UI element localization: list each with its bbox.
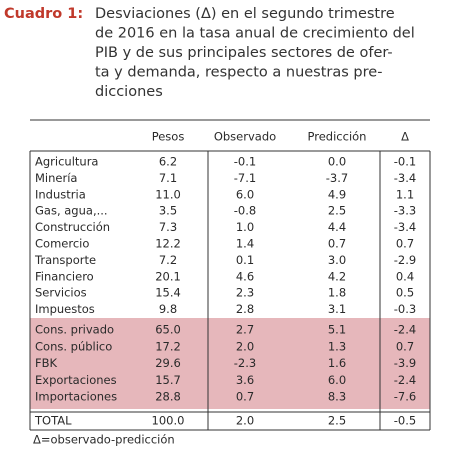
cell: 3.0 [328, 253, 346, 267]
cell: Construcción [35, 220, 110, 234]
cell: -0.3 [394, 302, 416, 316]
cell: -2.4 [394, 323, 416, 337]
cell: 0.4 [396, 269, 414, 283]
cell: Industria [35, 187, 86, 201]
cell: Comercio [35, 237, 89, 251]
cell: 1.6 [328, 356, 346, 370]
cell: 0.7 [396, 339, 414, 353]
cell: 1.0 [236, 220, 254, 234]
cell: Cons. privado [35, 323, 114, 337]
cell: -0.5 [394, 414, 416, 428]
cell: 0.7 [236, 390, 254, 404]
cell: 1.8 [328, 286, 346, 300]
cell: 12.2 [155, 237, 181, 251]
cell: 8.3 [328, 390, 346, 404]
cell: -2.4 [394, 373, 416, 387]
cell: 2.5 [328, 204, 346, 218]
cell: 20.1 [155, 269, 181, 283]
cell: 1.4 [236, 237, 254, 251]
title-line: dicciones [95, 84, 163, 100]
demand-band [30, 318, 430, 409]
cell: 0.7 [328, 237, 346, 251]
cell: TOTAL [34, 414, 72, 428]
cell: Importaciones [35, 390, 117, 404]
cell: 28.8 [155, 390, 181, 404]
cell: 3.1 [328, 302, 346, 316]
cell: -3.4 [394, 220, 416, 234]
cell: 3.5 [159, 204, 177, 218]
cell: -3.9 [394, 356, 416, 370]
cell: -3.7 [326, 171, 348, 185]
column-header: Pesos [152, 130, 185, 144]
cell: 11.0 [155, 187, 181, 201]
cell: Exportaciones [35, 373, 117, 387]
cell: 0.7 [396, 237, 414, 251]
cell: -0.8 [234, 204, 256, 218]
cell: 4.9 [328, 187, 346, 201]
cell: 65.0 [155, 323, 181, 337]
cell: FBK [35, 356, 58, 370]
column-header: Observado [214, 130, 276, 144]
cell: 100.0 [152, 414, 185, 428]
cell: 1.1 [396, 187, 414, 201]
cell: 6.0 [236, 187, 254, 201]
cell: 2.3 [236, 286, 254, 300]
cell: 6.0 [328, 373, 346, 387]
cell: -7.1 [234, 171, 256, 185]
cell: 1.3 [328, 339, 346, 353]
cell: 0.5 [396, 286, 414, 300]
cell: 7.2 [159, 253, 177, 267]
title-line: Desviaciones (Δ) en el segundo trimestre [95, 6, 395, 22]
cell: -0.1 [394, 155, 416, 169]
title-label: Cuadro 1: [4, 6, 83, 22]
cell: 7.1 [159, 171, 177, 185]
cell: 2.7 [236, 323, 254, 337]
cell: 0.1 [236, 253, 254, 267]
cell: 2.0 [236, 339, 254, 353]
cell: Agricultura [35, 155, 98, 169]
cell: 15.4 [155, 286, 181, 300]
cell: Servicios [35, 286, 87, 300]
cell: Transporte [34, 253, 96, 267]
cell: -7.6 [394, 390, 416, 404]
cell: Minería [35, 171, 77, 185]
column-header: Predicción [308, 130, 367, 144]
cell: -0.1 [234, 155, 256, 169]
column-header: Δ [401, 130, 409, 144]
cell: Impuestos [35, 302, 95, 316]
cell: 29.6 [155, 356, 181, 370]
cell: Gas, agua,... [35, 204, 108, 218]
cell: 2.8 [236, 302, 254, 316]
cell: 4.2 [328, 269, 346, 283]
cell: 15.7 [155, 373, 181, 387]
cell: 4.4 [328, 220, 346, 234]
cell: 9.8 [159, 302, 177, 316]
title-line: de 2016 en la tasa anual de crecimiento … [95, 26, 415, 42]
cell: Financiero [35, 269, 94, 283]
cell: 2.5 [328, 414, 346, 428]
cell: 0.0 [328, 155, 346, 169]
title-line: PIB y de sus principales sectores de ofe… [95, 45, 393, 61]
footnote: Δ=observado-predicción [33, 433, 175, 447]
cell: Cons. público [35, 339, 112, 353]
cell: -3.4 [394, 171, 416, 185]
cell: 6.2 [159, 155, 177, 169]
cell: 5.1 [328, 323, 346, 337]
cell: 3.6 [236, 373, 254, 387]
cell: 4.6 [236, 269, 254, 283]
cell: -2.9 [394, 253, 416, 267]
title-line: ta y demanda, respecto a nuestras pre- [95, 65, 382, 81]
cell: -2.3 [234, 356, 256, 370]
cell: -3.3 [394, 204, 416, 218]
cell: 7.3 [159, 220, 177, 234]
cell: 17.2 [155, 339, 181, 353]
cell: 2.0 [236, 414, 254, 428]
